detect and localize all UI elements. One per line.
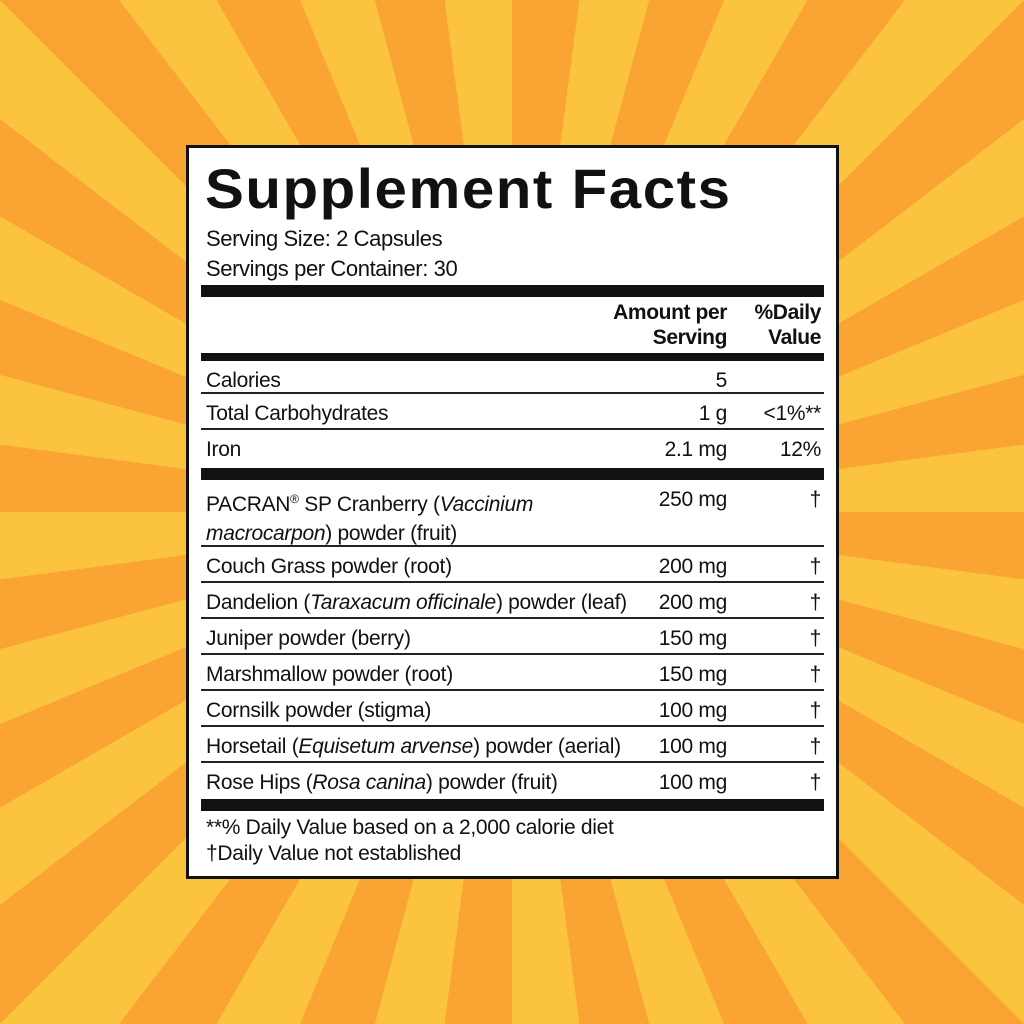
- ingredient-row: Juniper powder (berry) 150 mg †: [201, 619, 824, 655]
- serving-size: Serving Size: 2 Capsules: [206, 226, 443, 251]
- nutrient-name: Calories: [206, 369, 281, 392]
- ingredient-row: Rose Hips (Rosa canina) powder (fruit) 10…: [201, 763, 824, 797]
- ingredient-amount: 250 mg: [658, 488, 728, 511]
- nutrient-row: Iron 2.1 mg 12%: [201, 430, 824, 465]
- footnote-not-established: †Daily Value not established: [206, 842, 462, 865]
- ingredient-row: PACRAN® SP Cranberry (Vaccinium macrocar…: [201, 480, 824, 547]
- ingredient-daily-value: †: [809, 627, 822, 650]
- nutrient-amount: 2.1 mg: [664, 438, 728, 461]
- ingredient-name: Rose Hips (Rosa canina) powder (fruit): [206, 768, 651, 797]
- amount-header-line2: Serving: [652, 326, 728, 349]
- dv-header-line1: %Daily: [754, 301, 822, 324]
- ingredient-amount: 150 mg: [658, 627, 728, 650]
- ingredient-name-post: ) powder (leaf): [495, 591, 627, 614]
- ingredient-daily-value: †: [809, 699, 822, 722]
- ingredient-row: Couch Grass powder (root) 200 mg †: [201, 547, 824, 583]
- footnote-daily-value: **% Daily Value based on a 2,000 calorie…: [206, 816, 614, 839]
- ingredient-daily-value: †: [809, 663, 822, 686]
- ingredient-name: Couch Grass powder (root): [206, 552, 651, 581]
- amount-header: Amount per Serving: [613, 300, 727, 350]
- ingredient-daily-value: †: [809, 555, 822, 578]
- ingredient-name: Juniper powder (berry): [206, 624, 651, 653]
- ingredient-name-latin: Taraxacum officinale: [310, 591, 496, 614]
- servings-per-container: Servings per Container: 30: [206, 256, 458, 281]
- amount-header-line1: Amount per: [613, 301, 727, 324]
- ingredient-amount: 200 mg: [658, 591, 728, 614]
- ingredient-amount: 100 mg: [658, 699, 728, 722]
- ingredient-name-pre: Dandelion (: [206, 591, 311, 614]
- ingredient-name: Horsetail (Equisetum arvense) powder (ae…: [206, 732, 651, 761]
- nutrient-rows: Calories 5 Total Carbohydrates 1 g <1%** Iron…: [201, 361, 824, 469]
- divider-thick: [201, 799, 824, 811]
- nutrient-row: Total Carbohydrates 1 g <1%**: [201, 394, 824, 430]
- nutrient-amount: 1 g: [698, 402, 728, 425]
- ingredient-name-mid: SP Cranberry (: [298, 493, 440, 516]
- ingredient-name: Dandelion (Taraxacum officinale) powder …: [206, 588, 651, 617]
- nutrient-daily-value: 12%: [779, 438, 821, 461]
- ingredient-row: Dandelion (Taraxacum officinale) powder …: [201, 583, 824, 619]
- nutrient-row: Calories 5: [201, 361, 824, 394]
- ingredient-amount: 100 mg: [658, 735, 728, 758]
- ingredient-daily-value: †: [809, 735, 822, 758]
- ingredient-name-post: ) powder (fruit): [325, 522, 457, 545]
- ingredient-name-latin: Rosa canina: [312, 771, 426, 794]
- ingredient-amount: 100 mg: [658, 771, 728, 794]
- ingredient-row: Cornsilk powder (stigma) 100 mg †: [201, 691, 824, 727]
- ingredient-name-pre: Horsetail (: [206, 735, 299, 758]
- ingredient-name-pre: Marshmallow powder (root): [206, 663, 453, 686]
- panel-title: Supplement Facts: [205, 157, 732, 220]
- ingredient-name-post: ) powder (aerial): [473, 735, 621, 758]
- ingredient-amount: 150 mg: [658, 663, 728, 686]
- ingredient-name-latin: Vaccinium macrocarpon: [206, 493, 534, 545]
- ingredient-name-post: ) powder (fruit): [425, 771, 558, 794]
- daily-value-header: %Daily Value: [754, 300, 822, 350]
- ingredient-name-pre: Rose Hips (: [206, 771, 313, 794]
- ingredient-name: Marshmallow powder (root): [206, 660, 651, 689]
- supplement-facts-panel: Supplement Facts Serving Size: 2 Capsule…: [186, 145, 839, 879]
- nutrient-daily-value: <1%**: [763, 402, 822, 425]
- ingredient-name-latin: Equisetum arvense: [298, 735, 474, 758]
- ingredient-name-pre: Juniper powder (berry): [206, 627, 411, 650]
- ingredient-daily-value: †: [809, 771, 822, 794]
- ingredient-daily-value: †: [809, 488, 822, 511]
- nutrient-name: Iron: [206, 438, 241, 461]
- ingredient-name-pre: Couch Grass powder (root): [206, 555, 452, 578]
- divider-medium: [201, 353, 824, 361]
- dv-header-line2: Value: [768, 326, 821, 349]
- ingredient-row: Horsetail (Equisetum arvense) powder (ae…: [201, 727, 824, 763]
- ingredient-name: Cornsilk powder (stigma): [206, 696, 651, 725]
- divider-thick: [201, 468, 824, 480]
- ingredient-name-pre: Cornsilk powder (stigma): [206, 699, 432, 722]
- ingredient-row: Marshmallow powder (root) 150 mg †: [201, 655, 824, 691]
- ingredient-name: PACRAN® SP Cranberry (Vaccinium macrocar…: [206, 485, 551, 548]
- nutrient-name: Total Carbohydrates: [206, 402, 389, 425]
- nutrient-amount: 5: [715, 369, 728, 392]
- divider-thick: [201, 285, 824, 297]
- ingredient-name-reg: ®: [290, 492, 299, 506]
- ingredient-daily-value: †: [809, 591, 822, 614]
- ingredient-name-pre: PACRAN: [206, 493, 291, 516]
- ingredient-amount: 200 mg: [658, 555, 728, 578]
